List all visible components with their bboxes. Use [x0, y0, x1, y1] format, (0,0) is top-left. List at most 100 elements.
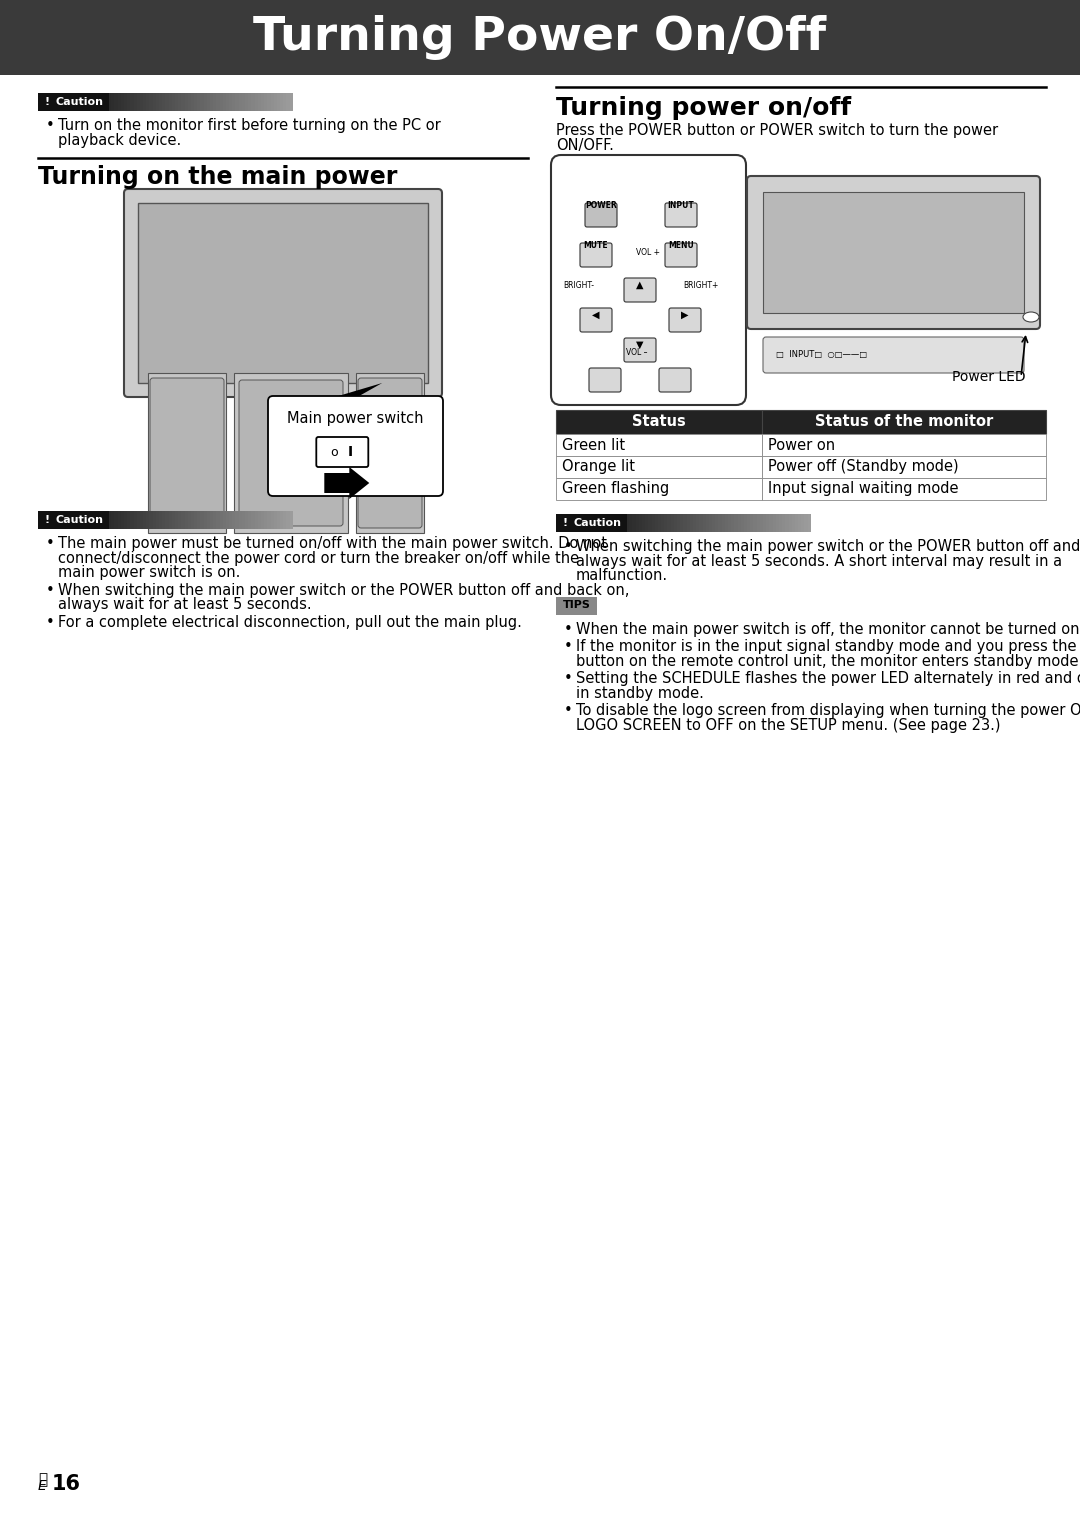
Bar [762, 192, 1024, 313]
Bar [779, 515, 783, 531]
Bar [289, 512, 294, 528]
Text: When the main power switch is off, the monitor cannot be turned on.: When the main power switch is off, the m… [576, 621, 1080, 637]
Bar [252, 512, 255, 528]
Bar [156, 93, 160, 111]
Bar [280, 93, 284, 111]
Bar [556, 515, 627, 531]
Bar [44, 93, 48, 111]
Bar [718, 515, 723, 531]
Text: To disable the logo screen from displaying when turning the power ON, set: To disable the logo screen from displayi… [576, 704, 1080, 718]
Bar [235, 93, 239, 111]
Bar [185, 512, 188, 528]
Bar [600, 515, 605, 531]
Bar [165, 512, 170, 528]
Bar [188, 512, 191, 528]
FancyBboxPatch shape [659, 368, 691, 392]
Bar [149, 93, 153, 111]
Bar [232, 512, 235, 528]
Bar [563, 515, 566, 531]
Bar [728, 515, 731, 531]
Bar [51, 93, 54, 111]
Bar [219, 512, 224, 528]
Bar [725, 515, 729, 531]
Bar [152, 93, 157, 111]
Text: Turning Power On/Off: Turning Power On/Off [254, 15, 826, 60]
Polygon shape [314, 383, 382, 403]
Bar [54, 93, 57, 111]
Bar [286, 93, 291, 111]
Bar [664, 515, 667, 531]
Bar [239, 512, 242, 528]
Bar [198, 512, 201, 528]
Bar [57, 512, 60, 528]
Bar [222, 512, 227, 528]
Bar [38, 512, 42, 528]
Text: I: I [348, 444, 353, 460]
Bar [229, 512, 233, 528]
Bar [588, 515, 592, 531]
Text: ON/OFF.: ON/OFF. [556, 137, 613, 153]
Bar [697, 515, 700, 531]
Bar [102, 93, 106, 111]
Bar [181, 93, 185, 111]
Bar [261, 512, 265, 528]
Bar [67, 512, 70, 528]
Text: If the monitor is in the input signal standby mode and you press the POWER: If the monitor is in the input signal st… [576, 640, 1080, 655]
Text: Green flashing: Green flashing [562, 481, 670, 496]
FancyBboxPatch shape [316, 437, 368, 467]
Bar [181, 512, 185, 528]
Text: MENU: MENU [669, 241, 693, 250]
Bar [661, 515, 665, 531]
Bar [226, 512, 230, 528]
Bar [690, 515, 693, 531]
Bar [255, 93, 258, 111]
Text: •: • [564, 640, 572, 655]
Bar [769, 515, 773, 531]
Bar [131, 93, 134, 111]
Bar [121, 512, 124, 528]
Bar [60, 512, 64, 528]
Text: !: ! [45, 98, 50, 107]
Bar [680, 515, 684, 531]
Bar [127, 93, 131, 111]
Bar [108, 512, 111, 528]
Bar [41, 512, 45, 528]
Bar [118, 93, 121, 111]
Bar [134, 93, 137, 111]
Bar [162, 512, 166, 528]
Text: Caution: Caution [55, 98, 103, 107]
Text: Power on: Power on [768, 438, 835, 452]
FancyBboxPatch shape [665, 243, 697, 267]
Text: main power switch is on.: main power switch is on. [58, 565, 241, 580]
Bar [140, 93, 144, 111]
Bar [98, 93, 103, 111]
Bar [245, 512, 248, 528]
Text: Turning power on/off: Turning power on/off [556, 96, 851, 121]
Bar [761, 457, 1047, 478]
Bar [201, 93, 204, 111]
Bar [613, 515, 617, 531]
Bar [204, 93, 207, 111]
Bar [222, 93, 227, 111]
Text: ▶: ▶ [681, 310, 689, 321]
Bar [782, 515, 786, 531]
Bar [636, 515, 639, 531]
Bar [556, 597, 597, 614]
Text: Power LED: Power LED [953, 370, 1026, 383]
Bar [213, 93, 217, 111]
Bar [556, 411, 761, 434]
Bar [38, 93, 42, 111]
Text: BRIGHT+: BRIGHT+ [684, 281, 718, 290]
Bar [617, 515, 620, 531]
Bar [734, 515, 738, 531]
Bar [708, 515, 713, 531]
Bar [654, 515, 659, 531]
Bar [731, 515, 734, 531]
Bar [48, 512, 51, 528]
Bar [576, 515, 579, 531]
Bar [229, 93, 233, 111]
FancyBboxPatch shape [624, 278, 656, 302]
Bar [671, 515, 674, 531]
Bar [239, 93, 242, 111]
Bar [185, 93, 188, 111]
